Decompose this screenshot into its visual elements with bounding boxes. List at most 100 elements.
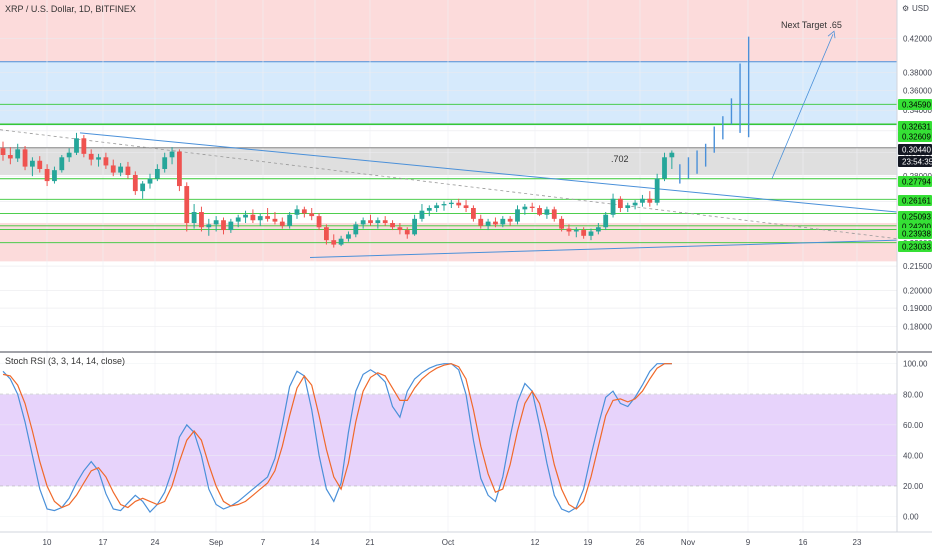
candle-body[interactable] xyxy=(140,183,146,192)
candle-body[interactable] xyxy=(441,204,447,206)
candle-body[interactable] xyxy=(243,214,248,218)
candle-body[interactable] xyxy=(595,227,601,232)
candle-body[interactable] xyxy=(625,205,631,209)
candle-body[interactable] xyxy=(434,205,440,209)
candle-body[interactable] xyxy=(257,216,263,221)
candle-body[interactable] xyxy=(221,220,226,231)
stoch-k-line[interactable] xyxy=(2,363,672,514)
candle-body[interactable] xyxy=(184,186,190,224)
candle-body[interactable] xyxy=(353,224,359,235)
candle-body[interactable] xyxy=(522,206,528,210)
candle-body[interactable] xyxy=(471,208,476,219)
candle-body[interactable] xyxy=(169,151,175,158)
candle-body[interactable] xyxy=(74,138,79,153)
candle-body[interactable] xyxy=(397,227,403,231)
candle-body[interactable] xyxy=(412,218,417,235)
candle-body[interactable] xyxy=(331,240,337,245)
candle-body[interactable] xyxy=(324,227,329,241)
candle-body[interactable] xyxy=(632,202,638,206)
candle-body[interactable] xyxy=(419,210,425,219)
candle-body[interactable] xyxy=(515,209,520,222)
candle-body[interactable] xyxy=(228,221,234,231)
candle-body[interactable] xyxy=(368,220,373,224)
candle-body[interactable] xyxy=(287,214,293,226)
candle-body[interactable] xyxy=(507,218,513,222)
candle-body[interactable] xyxy=(81,138,87,154)
candle-body[interactable] xyxy=(360,220,366,225)
candle-body[interactable] xyxy=(66,152,72,158)
candle-body[interactable] xyxy=(529,206,535,209)
candle-body[interactable] xyxy=(478,218,484,226)
candle-body[interactable] xyxy=(235,217,241,222)
candle-body[interactable] xyxy=(250,214,256,221)
support-trendline[interactable] xyxy=(309,239,898,258)
candle-body[interactable] xyxy=(390,223,395,228)
candle-body[interactable] xyxy=(493,221,498,225)
candle-body[interactable] xyxy=(382,220,388,224)
candle-body[interactable] xyxy=(581,230,587,236)
dashed-trendline[interactable] xyxy=(0,129,898,240)
candle-body[interactable] xyxy=(154,168,160,179)
candle-body[interactable] xyxy=(573,230,579,232)
candle-body[interactable] xyxy=(88,153,94,160)
candle-body[interactable] xyxy=(610,198,616,215)
candle-body[interactable] xyxy=(654,178,660,203)
candle-body[interactable] xyxy=(272,218,278,222)
candle-body[interactable] xyxy=(59,157,65,171)
candle-body[interactable] xyxy=(338,238,344,245)
candle-body[interactable] xyxy=(426,208,432,211)
candle-body[interactable] xyxy=(7,155,13,159)
candle-body[interactable] xyxy=(551,209,557,219)
candle-body[interactable] xyxy=(485,221,491,226)
candle-body[interactable] xyxy=(118,166,123,173)
candle-body[interactable] xyxy=(162,157,168,169)
candle-body[interactable] xyxy=(44,168,50,182)
candle-body[interactable] xyxy=(294,209,300,215)
candle-body[interactable] xyxy=(15,149,21,159)
candle-body[interactable] xyxy=(618,198,623,209)
candle-body[interactable] xyxy=(463,205,469,209)
candle-body[interactable] xyxy=(588,231,594,236)
candle-body[interactable] xyxy=(404,230,410,235)
candle-body[interactable] xyxy=(206,224,212,228)
candle-body[interactable] xyxy=(0,148,6,156)
candle-body[interactable] xyxy=(30,160,35,167)
candle-body[interactable] xyxy=(132,174,138,192)
candle-body[interactable] xyxy=(647,198,653,203)
candle-body[interactable] xyxy=(544,209,550,215)
candle-body[interactable] xyxy=(199,212,204,228)
descending-trendline[interactable] xyxy=(79,132,898,213)
candle-body[interactable] xyxy=(279,221,285,226)
candle-body[interactable] xyxy=(640,198,645,203)
candle-body[interactable] xyxy=(301,209,307,214)
candle-body[interactable] xyxy=(52,170,57,182)
stoch-d-line[interactable] xyxy=(2,363,672,510)
candle-body[interactable] xyxy=(309,213,315,217)
candle-body[interactable] xyxy=(103,157,109,166)
candle-body[interactable] xyxy=(375,220,381,224)
candle-body[interactable] xyxy=(566,228,572,232)
candle-body[interactable] xyxy=(559,218,564,229)
candle-body[interactable] xyxy=(96,157,101,160)
candle-body[interactable] xyxy=(147,178,153,184)
candle-body[interactable] xyxy=(456,202,462,206)
candle-body[interactable] xyxy=(125,166,131,175)
candle-body[interactable] xyxy=(448,202,454,205)
gear-icon[interactable]: ⚙ xyxy=(902,4,909,13)
candle-body[interactable] xyxy=(537,208,542,215)
candle-body[interactable] xyxy=(213,220,219,225)
candle-body[interactable] xyxy=(110,165,116,173)
candle-body[interactable] xyxy=(603,214,609,228)
candle-body[interactable] xyxy=(669,152,675,158)
target-arrow-line[interactable] xyxy=(771,34,834,179)
candle-body[interactable] xyxy=(346,234,351,239)
candle-body[interactable] xyxy=(22,149,28,167)
candle-body[interactable] xyxy=(265,216,270,219)
candle-body[interactable] xyxy=(177,151,182,187)
candle-body[interactable] xyxy=(316,216,322,228)
candle-body[interactable] xyxy=(191,212,197,224)
candle-body[interactable] xyxy=(662,157,667,179)
candle-body[interactable] xyxy=(500,218,506,225)
candle-body[interactable] xyxy=(37,160,43,169)
